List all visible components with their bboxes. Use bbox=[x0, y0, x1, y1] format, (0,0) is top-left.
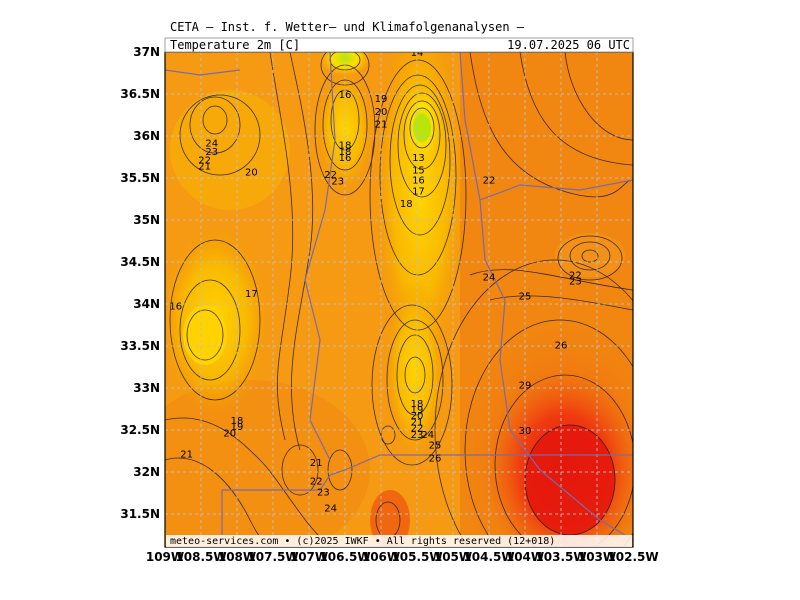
isotherm-label: 19 bbox=[411, 405, 424, 416]
parameter-bar bbox=[164, 37, 634, 53]
isotherm-label: 22 bbox=[198, 156, 211, 167]
state-borders bbox=[165, 52, 633, 547]
lat-tick-label: 33N bbox=[133, 381, 160, 395]
isotherm-label: 24 bbox=[324, 503, 337, 514]
isotherm-label: 24 bbox=[205, 139, 218, 150]
isotherm-label: 16 bbox=[169, 302, 182, 313]
isotherm-label: 22 bbox=[569, 271, 582, 282]
isotherm-label: 13 bbox=[412, 153, 425, 164]
isotherm-label: 18 bbox=[339, 140, 352, 151]
isotherm-label: 14 bbox=[411, 48, 424, 59]
isotherm-label: 23 bbox=[205, 147, 218, 158]
lat-tick-label: 32N bbox=[133, 465, 160, 479]
isotherm-label: 23 bbox=[569, 276, 582, 287]
lat-tick-label: 35N bbox=[133, 213, 160, 227]
lon-tick-label: 108W bbox=[218, 550, 256, 564]
lat-tick-label: 34.5N bbox=[120, 255, 160, 269]
isotherm-label: 24 bbox=[483, 272, 496, 283]
isotherm-label: 16 bbox=[412, 176, 425, 187]
isotherm-label: 21 bbox=[180, 450, 193, 461]
lon-tick-label: 108.5W bbox=[175, 550, 226, 564]
lon-tick-label: 105.5W bbox=[391, 550, 442, 564]
lon-tick-label: 102.5W bbox=[607, 550, 658, 564]
isotherm-label: 25 bbox=[519, 292, 532, 303]
isotherm-label: 24 bbox=[421, 430, 434, 441]
isotherm-label: 20 bbox=[223, 429, 236, 440]
isotherm-label: 26 bbox=[429, 454, 442, 465]
isotherm-label: 22 bbox=[483, 176, 496, 187]
isotherm-label: 16 bbox=[339, 90, 352, 101]
isotherm-label: 29 bbox=[519, 381, 532, 392]
graticule bbox=[165, 52, 633, 547]
isotherm-label: 19 bbox=[231, 422, 244, 433]
isotherm-label: 20 bbox=[245, 167, 258, 178]
lat-tick-label: 31.5N bbox=[120, 507, 160, 521]
isotherm-label: 21 bbox=[411, 418, 424, 429]
lat-tick-label: 35.5N bbox=[120, 171, 160, 185]
lat-tick-label: 32.5N bbox=[120, 423, 160, 437]
isotherm-label: 26 bbox=[555, 340, 568, 351]
isotherm-label: 18 bbox=[339, 147, 352, 158]
isotherm-label: 25 bbox=[429, 440, 442, 451]
isotherm-label: 20 bbox=[375, 107, 388, 118]
longitude-axis: 109W108.5W108W107.5W107W106.5W106W105.5W… bbox=[146, 550, 659, 564]
lon-tick-label: 104.5W bbox=[463, 550, 514, 564]
lon-tick-label: 104W bbox=[506, 550, 544, 564]
isotherm-label: 23 bbox=[331, 177, 344, 188]
latitude-axis: 37N 36.5N 36N 35.5N 35N 34.5N 34N 33.5N 33N 32.5N… bbox=[120, 45, 160, 521]
copyright-credit: meteo-services.com • (c)2025 IWKF • All … bbox=[170, 536, 555, 547]
lon-tick-label: 106W bbox=[362, 550, 400, 564]
lat-tick-label: 36.5N bbox=[120, 87, 160, 101]
isotherm-label: 20 bbox=[411, 411, 424, 422]
footer-bar bbox=[166, 535, 632, 547]
lat-tick-label: 33.5N bbox=[120, 339, 160, 353]
isotherm-label: 18 bbox=[411, 399, 424, 410]
isotherm-label: 21 bbox=[198, 161, 211, 172]
isotherm-label: 17 bbox=[412, 187, 425, 198]
lon-tick-label: 103.5W bbox=[535, 550, 586, 564]
isotherm-label: 15 bbox=[412, 166, 425, 177]
lon-tick-label: 106.5W bbox=[319, 550, 370, 564]
isotherm-label: 21 bbox=[375, 119, 388, 130]
lon-tick-label: 107W bbox=[290, 550, 328, 564]
lon-tick-label: 103W bbox=[578, 550, 616, 564]
lat-tick-label: 36N bbox=[133, 129, 160, 143]
isotherm-label: 22 bbox=[411, 423, 424, 434]
lat-tick-label: 37N bbox=[133, 45, 160, 59]
map-title: CETA — Inst. f. Wetter— und Klimafolgena… bbox=[170, 20, 525, 34]
isotherm-label: 30 bbox=[519, 426, 532, 437]
lon-tick-label: 109W bbox=[146, 550, 184, 564]
lon-tick-label: 107.5W bbox=[247, 550, 298, 564]
lon-tick-label: 105W bbox=[434, 550, 472, 564]
lat-tick-label: 34N bbox=[133, 297, 160, 311]
isotherm-label: 17 bbox=[245, 289, 258, 300]
isotherm-label: 18 bbox=[400, 199, 413, 210]
isotherm-label: 19 bbox=[375, 94, 388, 105]
isotherm-label: 22 bbox=[324, 170, 337, 181]
parameter-label: Temperature 2m [C] bbox=[170, 38, 300, 52]
valid-time: 19.07.2025 06 UTC bbox=[507, 38, 630, 52]
isotherm-label: 16 bbox=[339, 153, 352, 164]
isotherm-label: 18 bbox=[231, 416, 244, 427]
isotherm-label: 21 bbox=[310, 458, 323, 469]
isotherm-label: 23 bbox=[317, 487, 330, 498]
isotherm-label: 22 bbox=[310, 476, 323, 487]
isotherm-label: 23 bbox=[411, 430, 424, 441]
